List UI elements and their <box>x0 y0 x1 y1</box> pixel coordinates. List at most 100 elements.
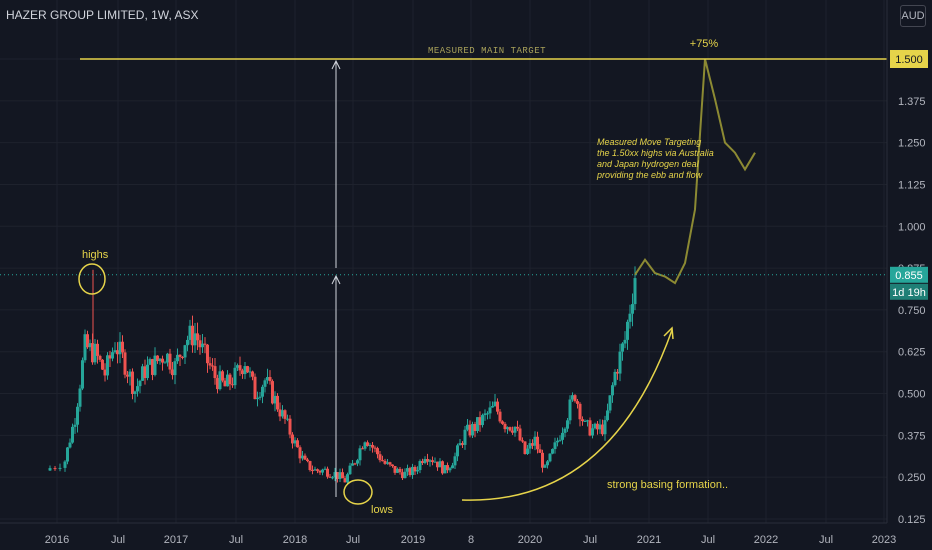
candle-body <box>188 325 192 340</box>
candle-body <box>136 386 139 392</box>
candlestick-series <box>48 266 637 484</box>
candle-body <box>408 468 412 476</box>
candle-body <box>601 424 604 435</box>
note-line: Measured Move Targeting <box>597 137 701 147</box>
candle-body <box>573 395 577 402</box>
candle-body <box>543 465 547 468</box>
candle-body <box>208 363 212 366</box>
candle-body <box>438 461 442 468</box>
price-axis[interactable]: 1.5001.3751.2501.1251.0000.8750.7500.625… <box>886 0 932 550</box>
candle-body <box>368 444 372 446</box>
candle-body <box>133 391 137 394</box>
measure-arrowhead-lower <box>331 274 341 285</box>
annotation-layer: MEASURED MAIN TARGET +75% highs lows strong … <box>0 38 887 516</box>
candle-body <box>173 361 177 376</box>
candle-body <box>546 461 549 466</box>
time-tick-label: Jul <box>583 534 597 546</box>
candle-body <box>516 426 519 429</box>
candle-body <box>221 371 224 381</box>
candle-body <box>288 418 292 435</box>
candle-body <box>81 360 84 389</box>
candle-body <box>381 460 384 462</box>
candle-body <box>333 472 337 478</box>
candle-body <box>508 427 512 431</box>
time-tick-label: 2022 <box>754 534 778 546</box>
time-axis[interactable]: 2016 Jul 2017 Jul 2018 Jul 2019 8 2020 Jul 2021 Jul… <box>0 522 896 546</box>
candle-body <box>541 452 544 468</box>
candle-body <box>346 474 349 483</box>
candle-body <box>178 354 182 357</box>
target-label: MEASURED MAIN TARGET <box>428 46 546 56</box>
candle-body <box>251 371 254 377</box>
candle-body <box>68 442 72 448</box>
price-tick-label: 0.625 <box>898 347 926 359</box>
candle-body <box>96 343 99 356</box>
last-price-tag: 0.855 <box>895 270 923 282</box>
candle-body <box>198 340 202 348</box>
candle-body <box>71 426 74 443</box>
candle-body <box>393 465 397 473</box>
candle-body <box>211 365 214 367</box>
candle-body <box>151 359 154 375</box>
target-gain-label: +75% <box>690 38 719 50</box>
candle-body <box>506 427 509 430</box>
candle-body <box>276 395 279 410</box>
lows-circle <box>343 479 373 505</box>
candle-body <box>411 466 414 476</box>
time-tick-label: 2018 <box>283 534 307 546</box>
candle-body <box>98 355 102 360</box>
candle-body <box>336 472 339 479</box>
candle-body <box>461 443 464 445</box>
projection-path-group <box>634 58 756 285</box>
candle-body <box>588 420 592 436</box>
candle-body <box>318 470 322 473</box>
candle-body <box>391 464 394 466</box>
candle-body <box>108 355 112 359</box>
candle-body <box>243 366 247 375</box>
candle-body <box>426 459 429 462</box>
candle-body <box>298 447 302 459</box>
candle-body <box>128 371 132 377</box>
candle-body <box>456 445 459 457</box>
candle-body <box>341 472 344 479</box>
candle-body <box>628 313 632 322</box>
candle-body <box>183 345 187 358</box>
candle-body <box>356 460 359 464</box>
candle-body <box>608 395 612 411</box>
candle-body <box>331 477 334 479</box>
candle-body <box>571 395 574 400</box>
candle-body <box>631 304 634 314</box>
candle-body <box>533 436 537 446</box>
basing-arrowhead <box>663 326 674 340</box>
candle-body <box>616 371 619 374</box>
candle-body <box>48 468 52 471</box>
candle-body <box>363 442 367 449</box>
candle-body <box>286 418 289 420</box>
candle-body <box>446 465 449 471</box>
candle-body <box>268 377 272 382</box>
candle-body <box>233 367 237 386</box>
candle-body <box>196 333 199 341</box>
candle-body <box>193 333 197 346</box>
candle-body <box>388 462 392 465</box>
candle-body <box>223 380 227 387</box>
candle-body <box>396 468 399 473</box>
candle-body <box>488 407 492 414</box>
candle-body <box>531 443 534 446</box>
price-tick-label: 1.125 <box>898 179 926 191</box>
candle-body <box>153 355 157 375</box>
candle-body <box>623 339 627 344</box>
candle-body <box>361 448 364 450</box>
candle-body <box>611 385 614 396</box>
candle-body <box>231 384 234 386</box>
symbol-title[interactable]: HAZER GROUP LIMITED, 1W, ASX <box>6 8 199 22</box>
candle-body <box>166 353 169 363</box>
time-tick-label: 8 <box>468 534 474 546</box>
time-tick-label: 2023 <box>872 534 896 546</box>
candle-body <box>241 370 244 375</box>
candle-body <box>126 374 129 377</box>
candle-body <box>458 443 462 446</box>
currency-badge[interactable]: AUD <box>900 5 926 27</box>
candle-body <box>558 439 562 441</box>
